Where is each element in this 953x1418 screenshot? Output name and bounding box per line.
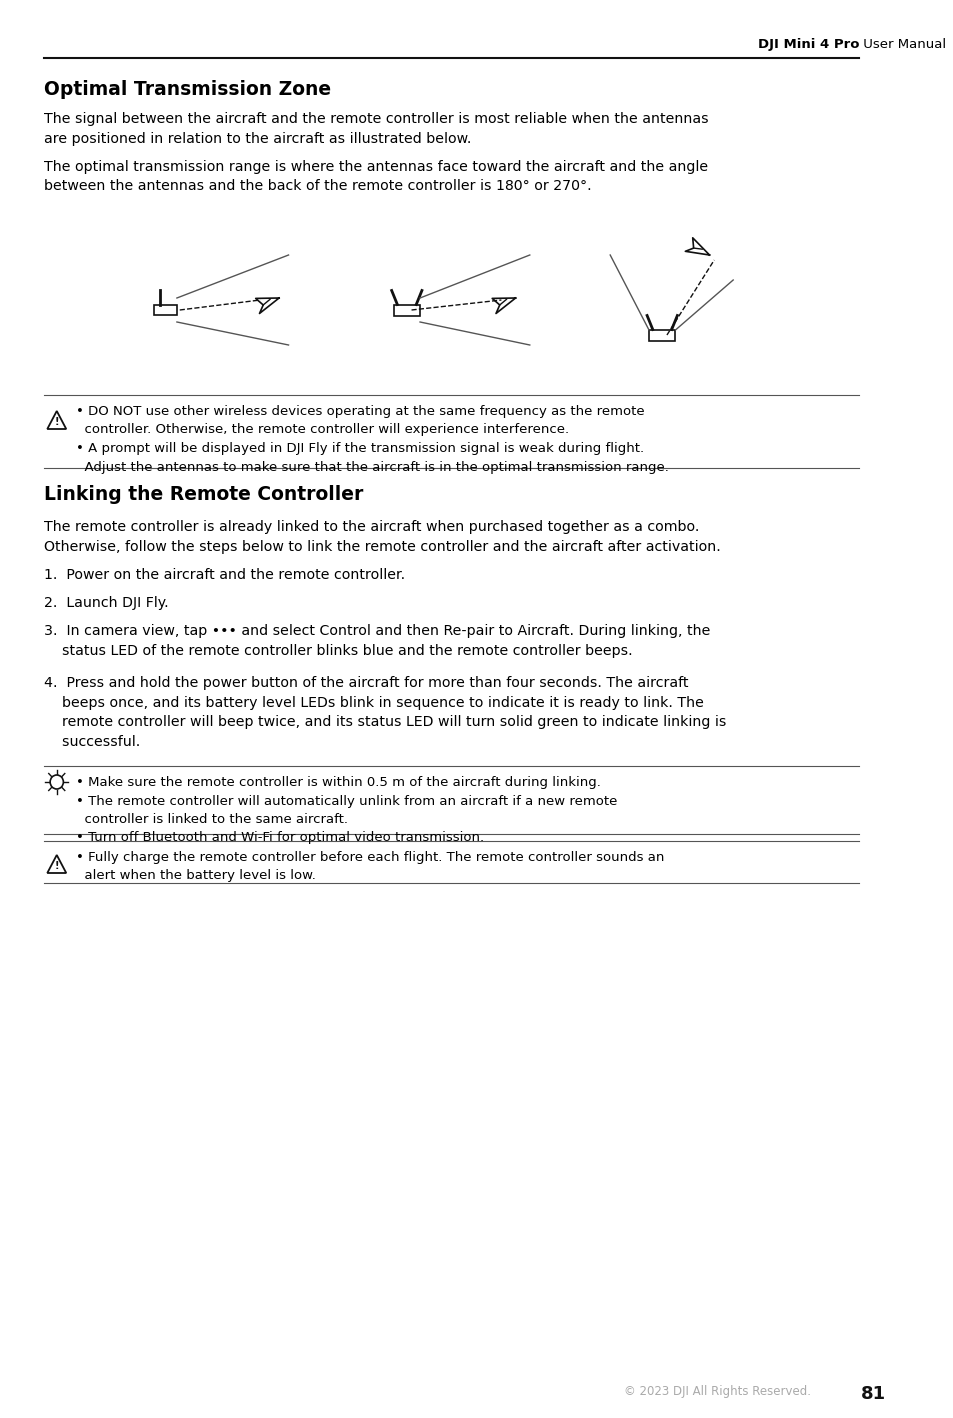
Text: © 2023 DJI All Rights Reserved.: © 2023 DJI All Rights Reserved. [623,1385,811,1398]
Text: Optimal Transmission Zone: Optimal Transmission Zone [44,79,331,99]
Bar [648,329,675,340]
Bar [154,305,177,315]
Text: 4.  Press and hold the power button of the aircraft for more than four seconds. : 4. Press and hold the power button of th… [44,676,725,749]
Text: 1.  Power on the aircraft and the remote controller.: 1. Power on the aircraft and the remote … [44,569,404,581]
Text: !: ! [54,417,59,427]
Text: 3.  In camera view, tap ••• and select Control and then Re-pair to Aircraft. Dur: 3. In camera view, tap ••• and select Co… [44,624,709,658]
Text: The optimal transmission range is where the antennas face toward the aircraft an: The optimal transmission range is where … [44,160,707,193]
Text: DJI Mini 4 Pro: DJI Mini 4 Pro [757,38,858,51]
Text: • Fully charge the remote controller before each flight. The remote controller s: • Fully charge the remote controller bef… [75,851,663,882]
Text: 2.  Launch DJI Fly.: 2. Launch DJI Fly. [44,596,168,610]
Text: User Manual: User Manual [858,38,945,51]
Bar [394,305,419,315]
Text: • DO NOT use other wireless devices operating at the same frequency as the remot: • DO NOT use other wireless devices oper… [75,406,668,474]
Text: Linking the Remote Controller: Linking the Remote Controller [44,485,362,503]
Text: The signal between the aircraft and the remote controller is most reliable when : The signal between the aircraft and the … [44,112,707,146]
Text: !: ! [54,861,59,871]
Text: 81: 81 [860,1385,885,1402]
Text: • Make sure the remote controller is within 0.5 m of the aircraft during linking: • Make sure the remote controller is wit… [75,776,617,845]
Text: The remote controller is already linked to the aircraft when purchased together : The remote controller is already linked … [44,520,720,553]
